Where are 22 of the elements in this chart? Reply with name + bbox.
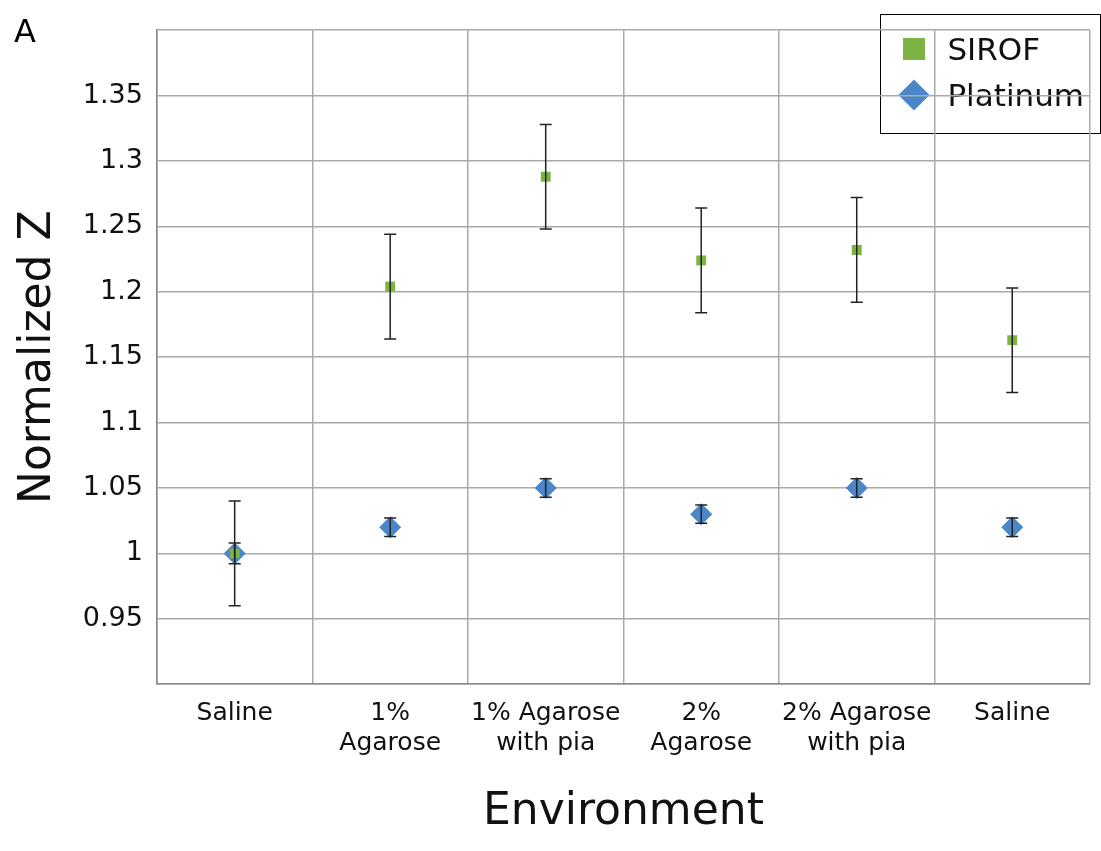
text: A bbox=[14, 12, 36, 50]
y-tick-label: 1.25 bbox=[82, 208, 143, 240]
x-tick-label: 2% Agarose bbox=[650, 696, 753, 756]
y-axis-title: Normalized Z bbox=[8, 210, 60, 505]
x-tick-label: 1% Agarose with pia bbox=[471, 696, 621, 756]
point bbox=[379, 516, 402, 539]
y-tick-label: 1.05 bbox=[82, 470, 143, 502]
x-tick-label: 2% Agarose with pia bbox=[782, 696, 932, 756]
y-tick-label: 1 bbox=[125, 535, 143, 567]
x-tick-label: Saline bbox=[196, 696, 273, 726]
y-tick-label: 1.1 bbox=[99, 404, 143, 436]
y-tick-label: 1.3 bbox=[99, 143, 143, 175]
x-axis-title: Environment bbox=[482, 783, 764, 835]
point bbox=[1001, 516, 1024, 539]
x-tick-label: 1% Agarose bbox=[339, 696, 442, 756]
y-tick-label: 1.15 bbox=[82, 339, 143, 371]
x-tick-label: Saline bbox=[974, 696, 1051, 726]
y-tick-label: 1.35 bbox=[82, 77, 143, 109]
y-tick-label: 0.95 bbox=[82, 600, 143, 632]
y-tick-label: 1.2 bbox=[99, 273, 143, 305]
point bbox=[690, 503, 713, 526]
legend-label: SIROF bbox=[947, 31, 1041, 67]
